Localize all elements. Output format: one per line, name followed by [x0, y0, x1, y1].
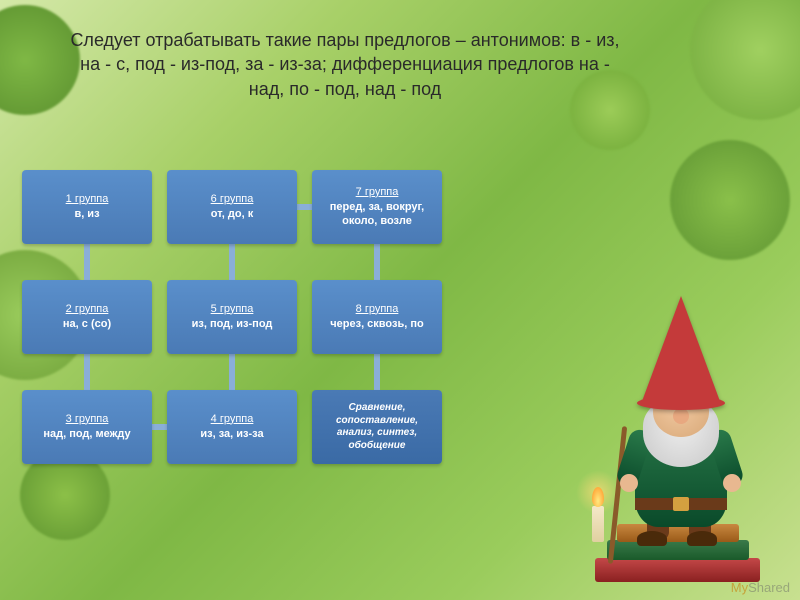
connector — [84, 244, 90, 280]
flowchart-final-box: Сравнение, сопоставление, анализ, синтез… — [312, 390, 442, 464]
watermark-suffix: Shared — [748, 580, 790, 595]
clover-decor — [690, 0, 800, 120]
box-label: 3 группа — [66, 413, 109, 425]
box-label: 6 группа — [211, 193, 254, 205]
box-content: в, из — [74, 208, 99, 222]
flowchart-box: 6 группа от, до, к — [167, 170, 297, 244]
flowchart-box: 4 группа из, за, из-за — [167, 390, 297, 464]
flowchart-box: 3 группа над, под, между — [22, 390, 152, 464]
connector — [152, 424, 167, 430]
box-content: Сравнение, сопоставление, анализ, синтез… — [318, 402, 436, 452]
box-content: над, под, между — [43, 428, 130, 442]
box-label: 1 группа — [66, 193, 109, 205]
connector — [374, 354, 380, 390]
flowchart-box: 1 группа в, из — [22, 170, 152, 244]
clover-decor — [670, 140, 790, 260]
box-label: 7 группа — [356, 186, 399, 198]
flowchart-box: 7 группа перед, за, вокруг, около, возле — [312, 170, 442, 244]
flowchart-box: 8 группа через, сквозь, по — [312, 280, 442, 354]
box-label: 5 группа — [211, 303, 254, 315]
watermark: MyShared — [731, 580, 790, 595]
box-content: из, под, из-под — [192, 318, 273, 332]
slide-title: Следует отрабатывать такие пары предлого… — [70, 28, 620, 101]
box-label: 8 группа — [356, 303, 399, 315]
connector — [297, 204, 312, 210]
flowchart-box: 5 группа из, под, из-под — [167, 280, 297, 354]
clover-decor — [0, 5, 80, 115]
box-label: 4 группа — [211, 413, 254, 425]
connector — [84, 354, 90, 390]
box-content: из, за, из-за — [200, 428, 263, 442]
box-content: через, сквозь, по — [330, 318, 423, 332]
box-content: на, с (со) — [63, 318, 111, 332]
flowchart-box: 2 группа на, с (со) — [22, 280, 152, 354]
gnome-illustration — [585, 292, 770, 582]
connector — [229, 244, 235, 280]
connector — [229, 354, 235, 390]
box-label: 2 группа — [66, 303, 109, 315]
box-content: от, до, к — [211, 208, 253, 222]
flowchart: 1 группа в, из 2 группа на, с (со) 3 группа н… — [22, 170, 582, 570]
box-content: перед, за, вокруг, около, возле — [318, 201, 436, 229]
watermark-prefix: My — [731, 580, 748, 595]
connector — [374, 244, 380, 280]
